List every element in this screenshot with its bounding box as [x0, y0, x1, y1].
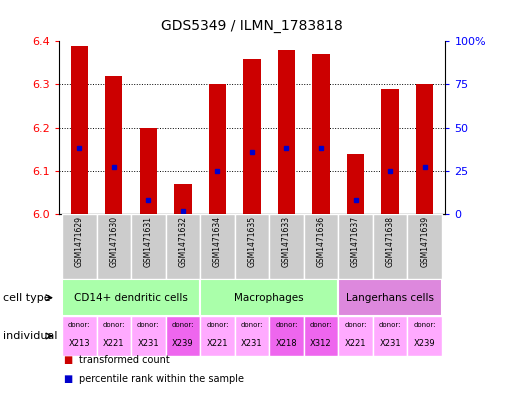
Text: X213: X213 — [68, 339, 90, 347]
Bar — [62, 214, 97, 279]
Text: Langerhans cells: Langerhans cells — [346, 293, 434, 303]
Text: donor:: donor: — [68, 322, 91, 328]
Bar — [338, 316, 373, 356]
Text: donor:: donor: — [137, 322, 160, 328]
Bar — [62, 316, 97, 356]
Bar — [209, 84, 226, 214]
Bar — [269, 316, 304, 356]
Bar — [139, 128, 157, 214]
Bar — [304, 214, 338, 279]
Text: percentile rank within the sample: percentile rank within the sample — [79, 374, 244, 384]
Text: GSM1471638: GSM1471638 — [386, 216, 394, 267]
Text: individual: individual — [3, 331, 57, 341]
Text: X221: X221 — [345, 339, 366, 347]
Text: donor:: donor: — [379, 322, 402, 328]
Text: ■: ■ — [64, 374, 73, 384]
Text: donor:: donor: — [206, 322, 229, 328]
Text: donor:: donor: — [275, 322, 298, 328]
Bar — [373, 316, 407, 356]
Bar — [347, 154, 364, 214]
Bar — [338, 214, 373, 279]
Bar — [165, 316, 200, 356]
Text: X221: X221 — [103, 339, 125, 347]
Text: cell type: cell type — [3, 293, 50, 303]
Text: GSM1471635: GSM1471635 — [247, 216, 257, 267]
Bar — [200, 214, 235, 279]
Bar — [338, 279, 442, 316]
Text: ■: ■ — [64, 354, 73, 365]
Text: GSM1471630: GSM1471630 — [109, 216, 118, 267]
Bar — [235, 316, 269, 356]
Bar — [416, 84, 433, 214]
Text: Macrophages: Macrophages — [235, 293, 304, 303]
Text: X218: X218 — [276, 339, 297, 347]
Text: X231: X231 — [137, 339, 159, 347]
Text: donor:: donor: — [310, 322, 332, 328]
Bar — [71, 46, 88, 214]
Bar — [278, 50, 295, 214]
Bar — [174, 184, 191, 214]
Bar — [62, 279, 200, 316]
Bar — [313, 54, 330, 214]
Text: GSM1471632: GSM1471632 — [178, 216, 187, 267]
Bar — [200, 279, 338, 316]
Bar — [97, 316, 131, 356]
Text: donor:: donor: — [413, 322, 436, 328]
Text: donor:: donor: — [344, 322, 367, 328]
Bar — [381, 89, 399, 214]
Bar — [235, 214, 269, 279]
Text: GSM1471637: GSM1471637 — [351, 216, 360, 267]
Bar — [243, 59, 261, 214]
Text: X312: X312 — [310, 339, 332, 347]
Bar — [407, 316, 442, 356]
Text: GSM1471633: GSM1471633 — [282, 216, 291, 267]
Text: X221: X221 — [207, 339, 228, 347]
Bar — [131, 214, 165, 279]
Bar — [105, 76, 123, 214]
Text: X231: X231 — [241, 339, 263, 347]
Text: X239: X239 — [172, 339, 194, 347]
Text: CD14+ dendritic cells: CD14+ dendritic cells — [74, 293, 188, 303]
Text: X239: X239 — [414, 339, 436, 347]
Text: X231: X231 — [379, 339, 401, 347]
Bar — [407, 214, 442, 279]
Text: transformed count: transformed count — [79, 354, 169, 365]
Text: GSM1471639: GSM1471639 — [420, 216, 429, 267]
Bar — [131, 316, 165, 356]
Bar — [97, 214, 131, 279]
Text: donor:: donor: — [172, 322, 194, 328]
Text: donor:: donor: — [102, 322, 125, 328]
Text: GSM1471634: GSM1471634 — [213, 216, 222, 267]
Text: GDS5349 / ILMN_1783818: GDS5349 / ILMN_1783818 — [161, 19, 343, 33]
Text: GSM1471631: GSM1471631 — [144, 216, 153, 267]
Bar — [269, 214, 304, 279]
Bar — [200, 316, 235, 356]
Text: GSM1471636: GSM1471636 — [317, 216, 326, 267]
Text: GSM1471629: GSM1471629 — [75, 216, 84, 267]
Bar — [373, 214, 407, 279]
Text: donor:: donor: — [241, 322, 263, 328]
Bar — [304, 316, 338, 356]
Bar — [165, 214, 200, 279]
